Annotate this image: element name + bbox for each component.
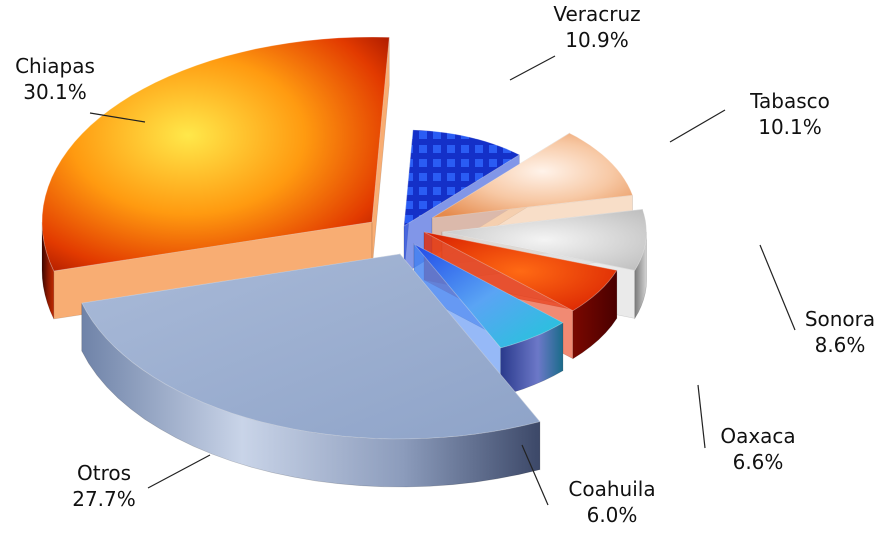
slice-chiapas-wall xyxy=(371,37,390,271)
slice-otros xyxy=(81,253,541,488)
slice-label-sonora: Sonora xyxy=(805,307,875,331)
slice-value-chiapas: 30.1% xyxy=(23,80,87,104)
slice-coahuila-top xyxy=(413,243,564,349)
leader-line-tabasco xyxy=(669,109,726,143)
leader-line-coahuila xyxy=(521,444,549,506)
slice-label-veracruz: Veracruz xyxy=(553,2,640,26)
slice-value-coahuila: 6.0% xyxy=(587,503,638,527)
slice-label-tabasco: Tabasco xyxy=(749,89,830,113)
pie-slices xyxy=(41,36,648,488)
slice-value-sonora: 8.6% xyxy=(815,333,866,357)
slice-tabasco-top xyxy=(431,132,634,219)
leader-line-otros xyxy=(147,454,211,489)
slice-veracruz-top xyxy=(403,129,521,227)
slice-value-oaxaca: 6.6% xyxy=(733,450,784,474)
slice-value-tabasco: 10.1% xyxy=(758,115,822,139)
leader-line-chiapas xyxy=(89,112,146,123)
slice-otros-top xyxy=(81,253,541,440)
slice-chiapas-top xyxy=(41,36,390,272)
leader-line-veracruz xyxy=(509,55,556,81)
slice-chiapas xyxy=(41,36,390,320)
slice-oaxaca-top xyxy=(423,231,618,312)
slice-label-otros: Otros xyxy=(77,461,131,485)
slice-label-coahuila: Coahuila xyxy=(568,477,655,501)
leader-line-sonora xyxy=(759,244,796,331)
slice-value-veracruz: 10.9% xyxy=(565,28,629,52)
slice-sonora-top xyxy=(441,208,648,271)
slice-label-chiapas: Chiapas xyxy=(15,54,95,78)
leader-line-oaxaca xyxy=(697,384,706,449)
slice-label-oaxaca: Oaxaca xyxy=(720,424,795,448)
slice-value-otros: 27.7% xyxy=(72,487,136,511)
